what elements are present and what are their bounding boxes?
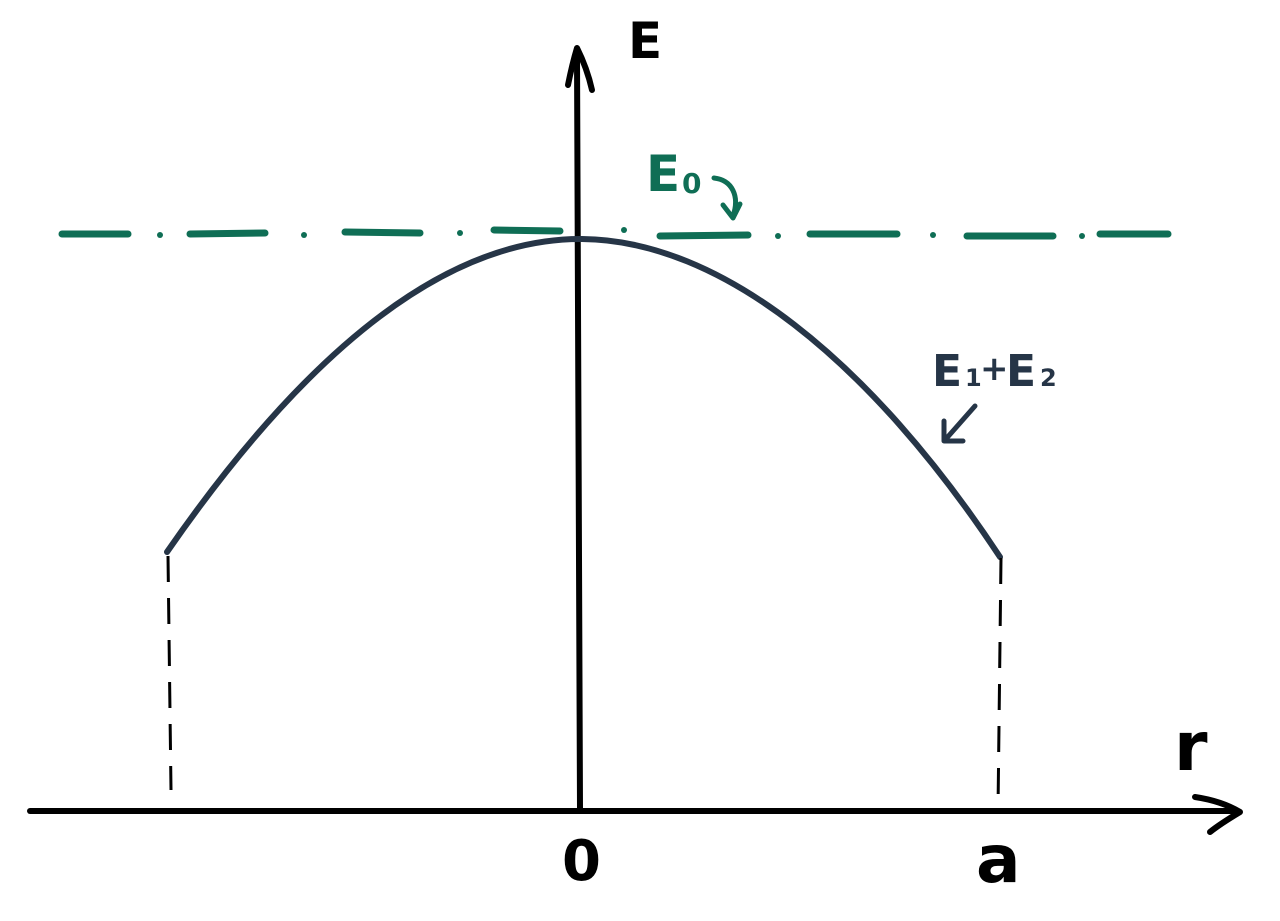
e1-plus-e2-label: E 1 + E 2 [932, 346, 1057, 397]
x-axis [27, 794, 1243, 835]
sum-plus-sign: + [980, 349, 1009, 389]
e0-pointer-arrow [711, 175, 743, 221]
x-axis-arrowhead [1192, 794, 1243, 835]
y-axis-arrowhead [565, 45, 595, 93]
y-axis-line [574, 52, 583, 813]
sum-e2-letter: E [1006, 346, 1036, 397]
e1-plus-e2-curve [164, 235, 1003, 560]
y-axis-label: E [628, 12, 662, 70]
sum-e1-subscript: 1 [965, 364, 982, 392]
left-guide-dashed-line [166, 555, 173, 791]
x-axis-label: r [1174, 708, 1208, 787]
y-axis [565, 45, 595, 813]
e0-level-line [58, 226, 1172, 240]
e0-label: E 0 [646, 145, 701, 203]
e0-label-subscript: 0 [682, 167, 701, 200]
origin-label: 0 [562, 829, 601, 894]
e0-label-letter: E [646, 145, 680, 203]
sum-e2-subscript: 2 [1040, 364, 1057, 392]
right-guide-dashed-line [996, 557, 1003, 811]
sum-e1-letter: E [932, 346, 962, 397]
e1-plus-e2-pointer-arrow [941, 403, 978, 444]
a-tick-label: a [976, 821, 1021, 898]
